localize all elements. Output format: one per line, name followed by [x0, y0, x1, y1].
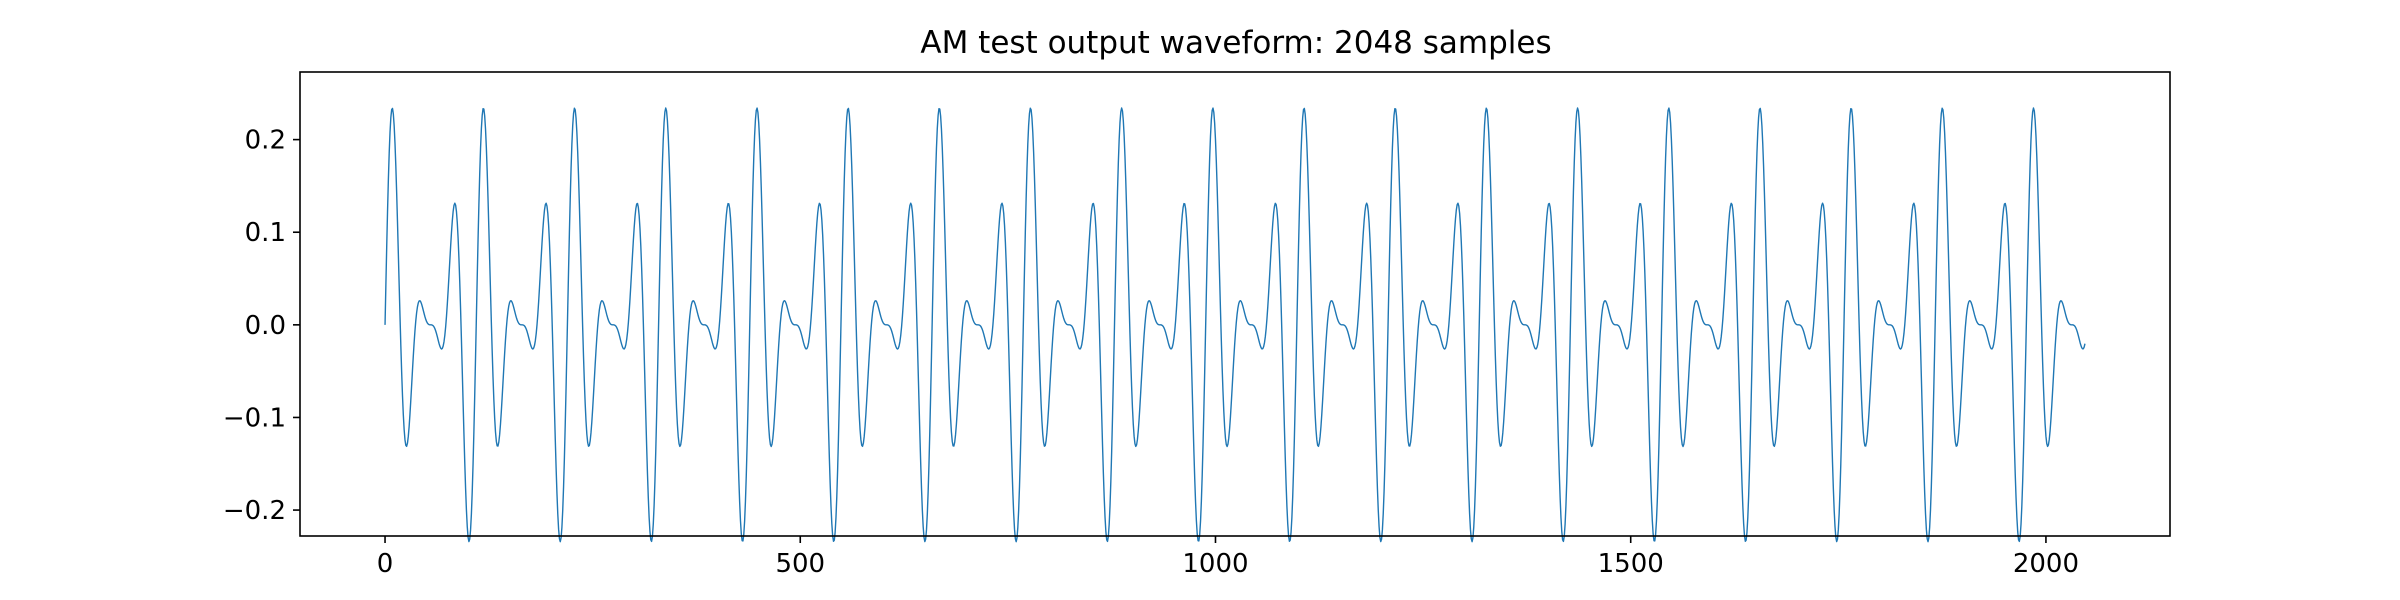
chart-title: AM test output waveform: 2048 samples	[920, 25, 1551, 61]
y-tick-label: 0.1	[245, 218, 286, 248]
x-tick-label: 0	[377, 549, 394, 579]
x-tick-label: 1000	[1182, 549, 1248, 579]
y-tick-label: −0.1	[223, 403, 286, 433]
y-tick-label: 0.2	[245, 126, 286, 156]
x-tick-label: 2000	[2013, 549, 2079, 579]
x-tick-label: 500	[775, 549, 825, 579]
y-tick-label: −0.2	[223, 496, 286, 526]
plot-area	[299, 71, 2171, 543]
x-tick-label: 1500	[1598, 549, 1664, 579]
waveform-series-line	[384, 107, 2086, 543]
y-axis: −0.2 −0.1 0.0 0.1 0.2	[223, 126, 300, 526]
x-axis: 0 500 1000 1500 2000	[377, 536, 2079, 579]
y-tick-label: 0.0	[245, 311, 286, 341]
plot-frame	[299, 71, 2171, 537]
